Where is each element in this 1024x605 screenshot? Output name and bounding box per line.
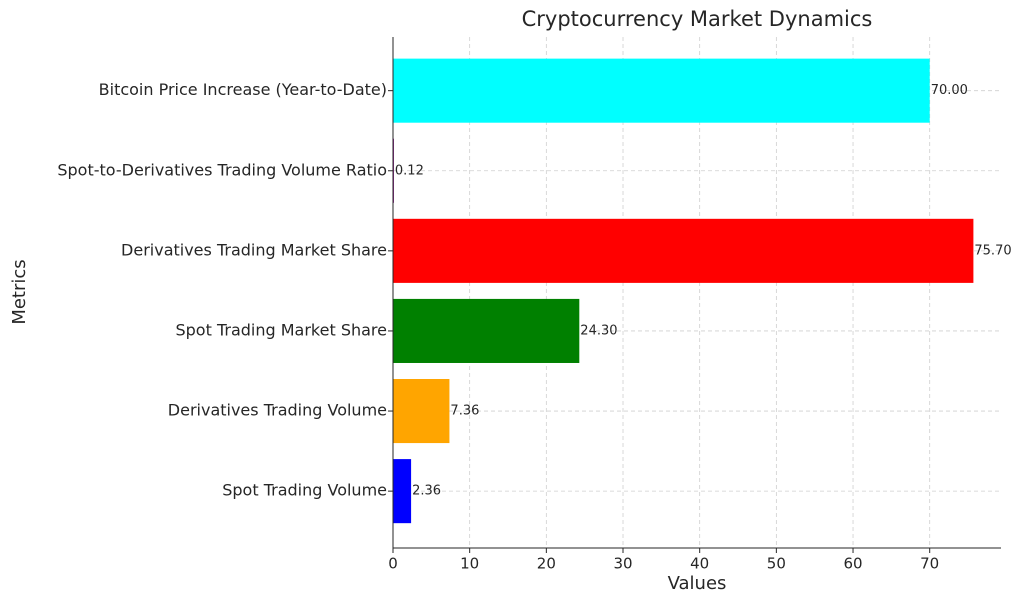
value-label: 2.36 [412, 484, 441, 499]
x-tick-label: 20 [537, 555, 556, 573]
bar [393, 218, 974, 283]
bar [393, 379, 450, 444]
value-label: 7.36 [450, 404, 479, 419]
y-tick-label: Spot Trading Volume [222, 481, 387, 500]
bar [393, 459, 412, 524]
x-tick-label: 0 [388, 555, 398, 573]
y-tick-label: Spot Trading Market Share [175, 320, 387, 339]
y-tick-label: Spot-to-Derivatives Trading Volume Ratio [57, 160, 387, 179]
value-label: 0.12 [395, 163, 424, 178]
y-tick-label: Derivatives Trading Volume [168, 401, 387, 420]
x-tick-label: 50 [767, 555, 786, 573]
y-tick-label: Bitcoin Price Increase (Year-to-Date) [99, 80, 387, 99]
x-axis-label: Values [668, 573, 727, 594]
value-label: 70.00 [931, 83, 968, 98]
bar [393, 58, 930, 123]
bar [393, 298, 580, 363]
value-label: 24.30 [580, 323, 617, 338]
value-label: 75.70 [974, 243, 1011, 258]
x-tick-label: 70 [920, 555, 939, 573]
y-tick-label: Derivatives Trading Market Share [121, 240, 387, 259]
x-tick-label: 40 [690, 555, 709, 573]
chart-title: Cryptocurrency Market Dynamics [522, 7, 873, 31]
x-tick-label: 60 [843, 555, 862, 573]
y-axis-label: Metrics [9, 259, 30, 324]
x-tick-label: 10 [460, 555, 479, 573]
x-tick-label: 30 [613, 555, 632, 573]
